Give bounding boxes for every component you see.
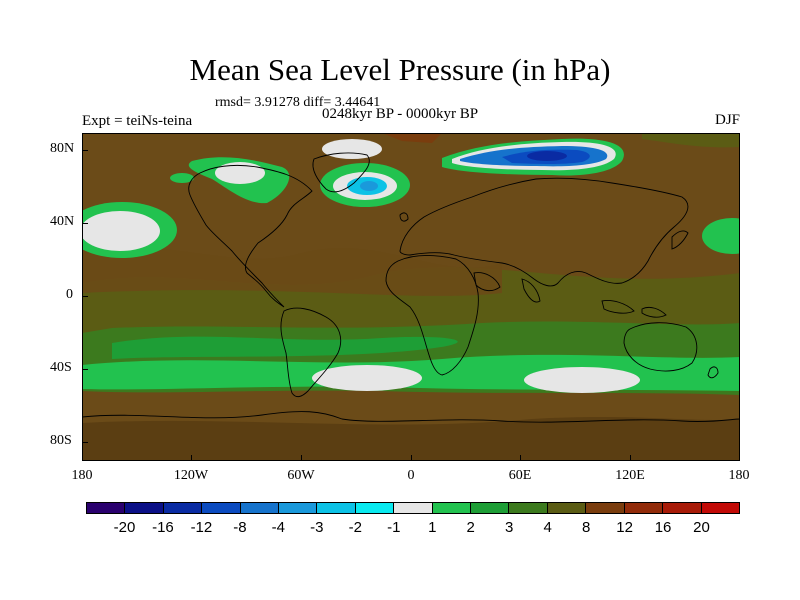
colorbar-label: 8: [581, 519, 591, 536]
colorbar-swatch: [394, 503, 433, 513]
lon-tick: [411, 455, 412, 461]
lon-label-120e: 120E: [615, 468, 645, 483]
south-atlantic-patch: [312, 365, 422, 391]
lat-tick: [82, 296, 88, 297]
colorbar-swatch: [163, 503, 203, 513]
colorbar-swatch: [509, 503, 548, 513]
lon-tick: [630, 455, 631, 461]
colorbar-swatch: [87, 503, 126, 513]
colorbar-swatch: [586, 503, 625, 513]
indian-ocean-patch: [524, 367, 640, 393]
colorbar-swatch: [471, 503, 510, 513]
colorbar-swatch: [355, 503, 395, 513]
colorbar-label: 4: [543, 519, 552, 536]
lon-tick: [191, 455, 192, 461]
colorbar-label: -8: [233, 519, 247, 536]
pressure-anomaly-map: [82, 133, 740, 461]
lon-label-60w: 60W: [287, 468, 315, 483]
colorbar-label: 16: [654, 519, 672, 536]
lon-label-180w: 180: [71, 468, 93, 483]
experiment-label: Expt = teiNs-teina: [82, 113, 193, 129]
colorbar-swatch: [432, 503, 472, 513]
lat-label-40n: 40N: [50, 214, 75, 229]
colorbar: [86, 502, 740, 514]
colorbar-swatch: [701, 503, 739, 513]
colorbar-swatch: [547, 503, 587, 513]
colorbar-label: -1: [387, 519, 401, 536]
colorbar-swatch: [663, 503, 702, 513]
colorbar-swatch: [240, 503, 280, 513]
lon-tick: [301, 455, 302, 461]
colorbar-label: 2: [466, 519, 475, 536]
colorbar-label: 12: [616, 519, 633, 536]
colorbar-swatch: [125, 503, 164, 513]
season-label: DJF: [714, 112, 740, 128]
lat-tick: [82, 369, 88, 370]
lon-label-60e: 60E: [508, 468, 532, 483]
lon-tick: [82, 455, 83, 461]
colorbar-label: -4: [271, 519, 286, 536]
colorbar-label: -20: [113, 519, 136, 536]
colorbar-label: 3: [505, 519, 514, 536]
colorbar-label: -2: [348, 519, 362, 536]
lat-tick: [82, 150, 88, 151]
rmsd-diff-stats: rmsd= 3.91278 diff= 3.44641: [215, 95, 381, 110]
coastlines: [82, 152, 740, 423]
lon-tick: [739, 455, 740, 461]
lon-label-180e: 180: [728, 468, 750, 483]
colorbar-label: 1: [428, 519, 437, 536]
lat-label-40s: 40S: [50, 360, 72, 375]
colorbar-swatch: [317, 503, 356, 513]
lat-label-80n: 80N: [50, 141, 75, 156]
colorbar-label: 20: [693, 519, 710, 536]
plot-title: Mean Sea Level Pressure (in hPa): [189, 52, 611, 87]
lat-tick: [82, 223, 88, 224]
period-label: 0248kyr BP - 0000kyr BP: [322, 106, 479, 122]
colorbar-swatch: [279, 503, 318, 513]
lat-label-equator: 0: [66, 287, 73, 302]
colorbar-swatch: [202, 503, 241, 513]
colorbar-swatch: [624, 503, 664, 513]
lat-tick: [82, 442, 88, 443]
lat-label-80s: 80S: [50, 433, 72, 448]
lon-label-0: 0: [407, 468, 415, 483]
colorbar-label: -12: [190, 519, 213, 536]
colorbar-label: -3: [310, 519, 324, 536]
lon-label-120w: 120W: [173, 468, 209, 483]
lon-tick: [520, 455, 521, 461]
east-pacific-cell: [702, 218, 740, 254]
colorbar-label: -16: [152, 519, 174, 536]
